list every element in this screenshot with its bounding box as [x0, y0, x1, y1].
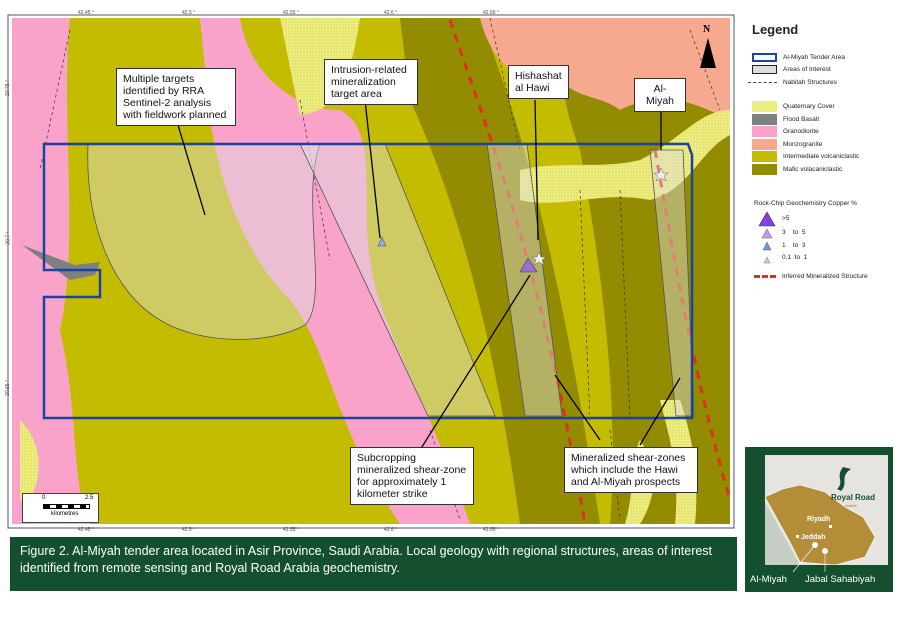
- prospect-star-hawi: [531, 251, 547, 266]
- label-almiyah: Al-Miyah: [750, 574, 787, 585]
- north-label: N: [703, 24, 711, 35]
- triangle-large-icon: [758, 210, 776, 226]
- x-tick: 42.6 °: [384, 10, 398, 16]
- quaternary-cover-north: [280, 18, 360, 115]
- triangle-small-icon: [762, 241, 772, 251]
- quaternary-cover-southwest: [20, 420, 39, 500]
- legend-label: Flood Basalt: [783, 115, 820, 123]
- inset-map: Royal Road Arabia Riyadh Jeddah Al-Miyah…: [745, 447, 893, 592]
- x-tick: 42.5 °: [182, 527, 196, 533]
- legend-label: Nabitah Structures: [783, 78, 837, 86]
- city-jeddah: Jeddah: [801, 534, 826, 541]
- scale-bar: 0 2.5 kilometres: [22, 493, 99, 523]
- geochem-title: Rock-Chip Geochemistry Copper %: [754, 199, 857, 207]
- legend-label: Al-Miyah Tender Area: [783, 53, 846, 61]
- areas-of-interest: [87, 143, 695, 417]
- nabitah-swatch: [748, 81, 777, 83]
- legend-label: Mafic volacaniclastic: [783, 165, 843, 173]
- x-tick: 42.55 °: [283, 527, 299, 533]
- callout-arrows: [177, 95, 681, 451]
- legend-label: Intermediate volcaniclastic: [783, 153, 860, 161]
- legend-label: Inferred Mineralized Structure: [782, 272, 868, 280]
- quaternary-swatch: [752, 101, 777, 113]
- x-tick: 42.65 °: [483, 527, 499, 533]
- x-tick: 42.5 °: [182, 10, 196, 16]
- y-tick: 20.65 °: [4, 380, 11, 396]
- legend-label: Granodiorite: [783, 128, 819, 136]
- legend-label: Areas of Interest: [783, 66, 831, 74]
- callout-almiyah: Al-Miyah: [634, 78, 686, 112]
- callout-intrusion: Intrusion-related mineralization target …: [324, 59, 418, 105]
- triangle-medium-icon: [761, 228, 773, 238]
- label-jabal-sahabiyah: Jabal Sahabiyah: [805, 574, 875, 585]
- legend: Legend Al-Miyah Tender Area Areas of Int…: [748, 22, 897, 283]
- legend-label: >5: [782, 215, 790, 222]
- tender-swatch: [752, 52, 777, 62]
- city-riyadh: Riyadh: [807, 516, 830, 523]
- inferred-mineralized-structure: [448, 19, 587, 524]
- legend-label: 0.1 to 1: [782, 254, 808, 262]
- brand-logo: Royal Road: [831, 493, 875, 502]
- x-tick: 42.6 °: [384, 527, 398, 533]
- x-tick: 42.45 °: [78, 10, 94, 16]
- callout-multiple-targets: Multiple targets identified by RRA Senti…: [116, 68, 236, 126]
- inferred-swatch: [754, 274, 776, 278]
- saudi-arabia-shape: [764, 484, 876, 566]
- callout-subcropping: Subcropping mineralized shear-zone for a…: [350, 447, 474, 505]
- aoi-swatch: [752, 65, 777, 75]
- nabitah-structures: [39, 18, 721, 521]
- prospect-star-almiyah: [653, 167, 669, 182]
- scale-end: 2.5: [85, 495, 94, 501]
- scale-start: 0: [42, 495, 46, 501]
- monzogranite-swatch: [752, 138, 777, 150]
- geochem-point-0.1-1: [377, 236, 387, 247]
- mafic-swatch: [752, 163, 777, 175]
- y-tick: 20.75 °: [4, 80, 11, 96]
- legend-title: Legend: [752, 22, 799, 37]
- legend-label: 1 to 3: [782, 241, 806, 249]
- north-arrow-icon: [700, 38, 716, 68]
- granodiorite-swatch: [752, 126, 777, 138]
- intermediate-swatch: [752, 151, 777, 163]
- callout-shear-zones: Mineralized shear-zones which include th…: [564, 447, 698, 493]
- figure-caption: Figure 2. Al-Miyah tender area located i…: [10, 537, 737, 591]
- quaternary-cover-east: [520, 110, 730, 203]
- triangle-tiny-icon: [763, 256, 771, 263]
- arabia-locator-map: Royal Road Arabia Riyadh Jeddah Al-Miyah…: [750, 455, 888, 585]
- inferred-mineralized-structure-east: [653, 149, 730, 501]
- scale-unit: kilometres: [51, 511, 79, 517]
- brand-sub: Arabia: [845, 503, 857, 508]
- legend-label: Quaternary Cover: [783, 103, 835, 111]
- basalt-swatch: [752, 113, 777, 125]
- x-tick: 42.65 °: [483, 10, 499, 16]
- y-tick: 20.7 °: [5, 231, 12, 245]
- x-tick: 42.55 °: [283, 10, 299, 16]
- legend-label: Monzogranite: [783, 140, 823, 148]
- royal-road-logo-icon: [837, 467, 851, 491]
- geochem-point-3-5: [519, 257, 538, 273]
- tender-area-boundary: [42, 142, 694, 420]
- callout-hishashat: Hishashat al Hawi: [508, 65, 569, 99]
- legend-label: 3 to 5: [782, 229, 806, 237]
- x-tick: 42.45 °: [78, 527, 94, 533]
